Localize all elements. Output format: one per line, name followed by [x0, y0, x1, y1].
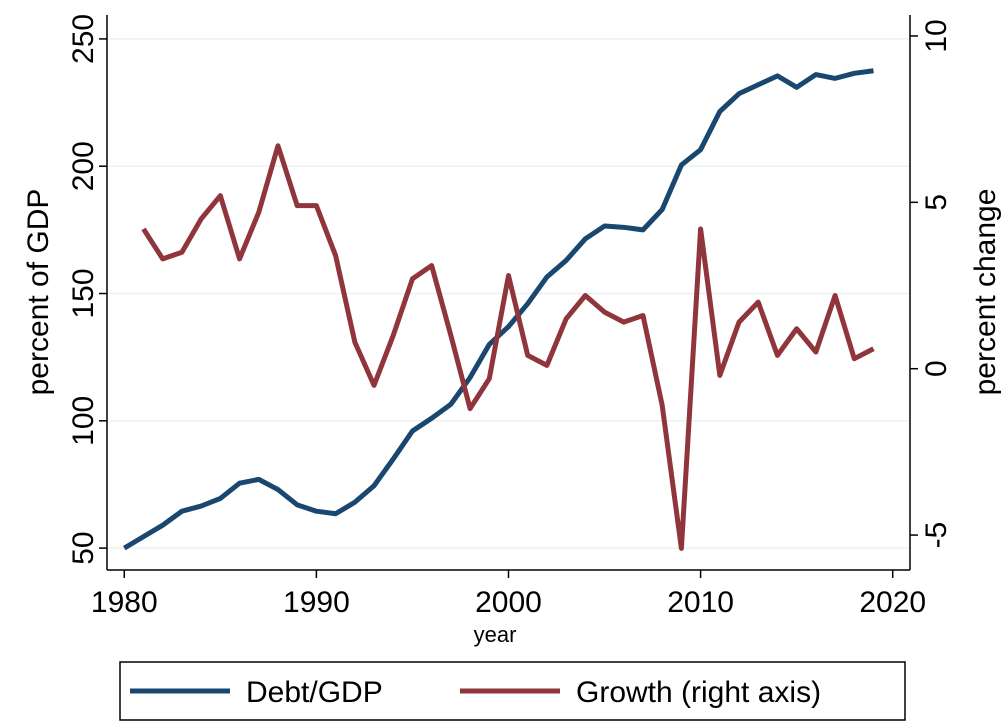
legend-label: Growth (right axis) — [576, 676, 821, 709]
legend-box — [119, 661, 906, 721]
y2-tick-label: 5 — [920, 194, 953, 211]
y-tick-label: 150 — [67, 268, 100, 318]
y-axis-label: percent of GDP — [22, 189, 55, 396]
y2-tick-label: 10 — [920, 19, 953, 52]
y2-tick-label: -5 — [920, 522, 953, 549]
x-tick-label: 2010 — [667, 586, 734, 619]
x-tick-label: 1980 — [91, 586, 158, 619]
series-line — [141, 143, 875, 551]
x-tick-label: 1990 — [283, 586, 350, 619]
x-tick-label: 2020 — [859, 586, 926, 619]
legend-label: Debt/GDP — [246, 676, 383, 709]
y-tick-label: 250 — [67, 14, 100, 64]
y-tick-label: 200 — [67, 141, 100, 191]
y-tick-label: 50 — [67, 531, 100, 564]
y2-tick-label: 0 — [920, 360, 953, 377]
y-tick-label: 100 — [67, 396, 100, 446]
x-tick-label: 2000 — [475, 586, 542, 619]
y2-axis-label: percent change — [969, 189, 1002, 396]
x-axis-label: year — [474, 622, 517, 647]
